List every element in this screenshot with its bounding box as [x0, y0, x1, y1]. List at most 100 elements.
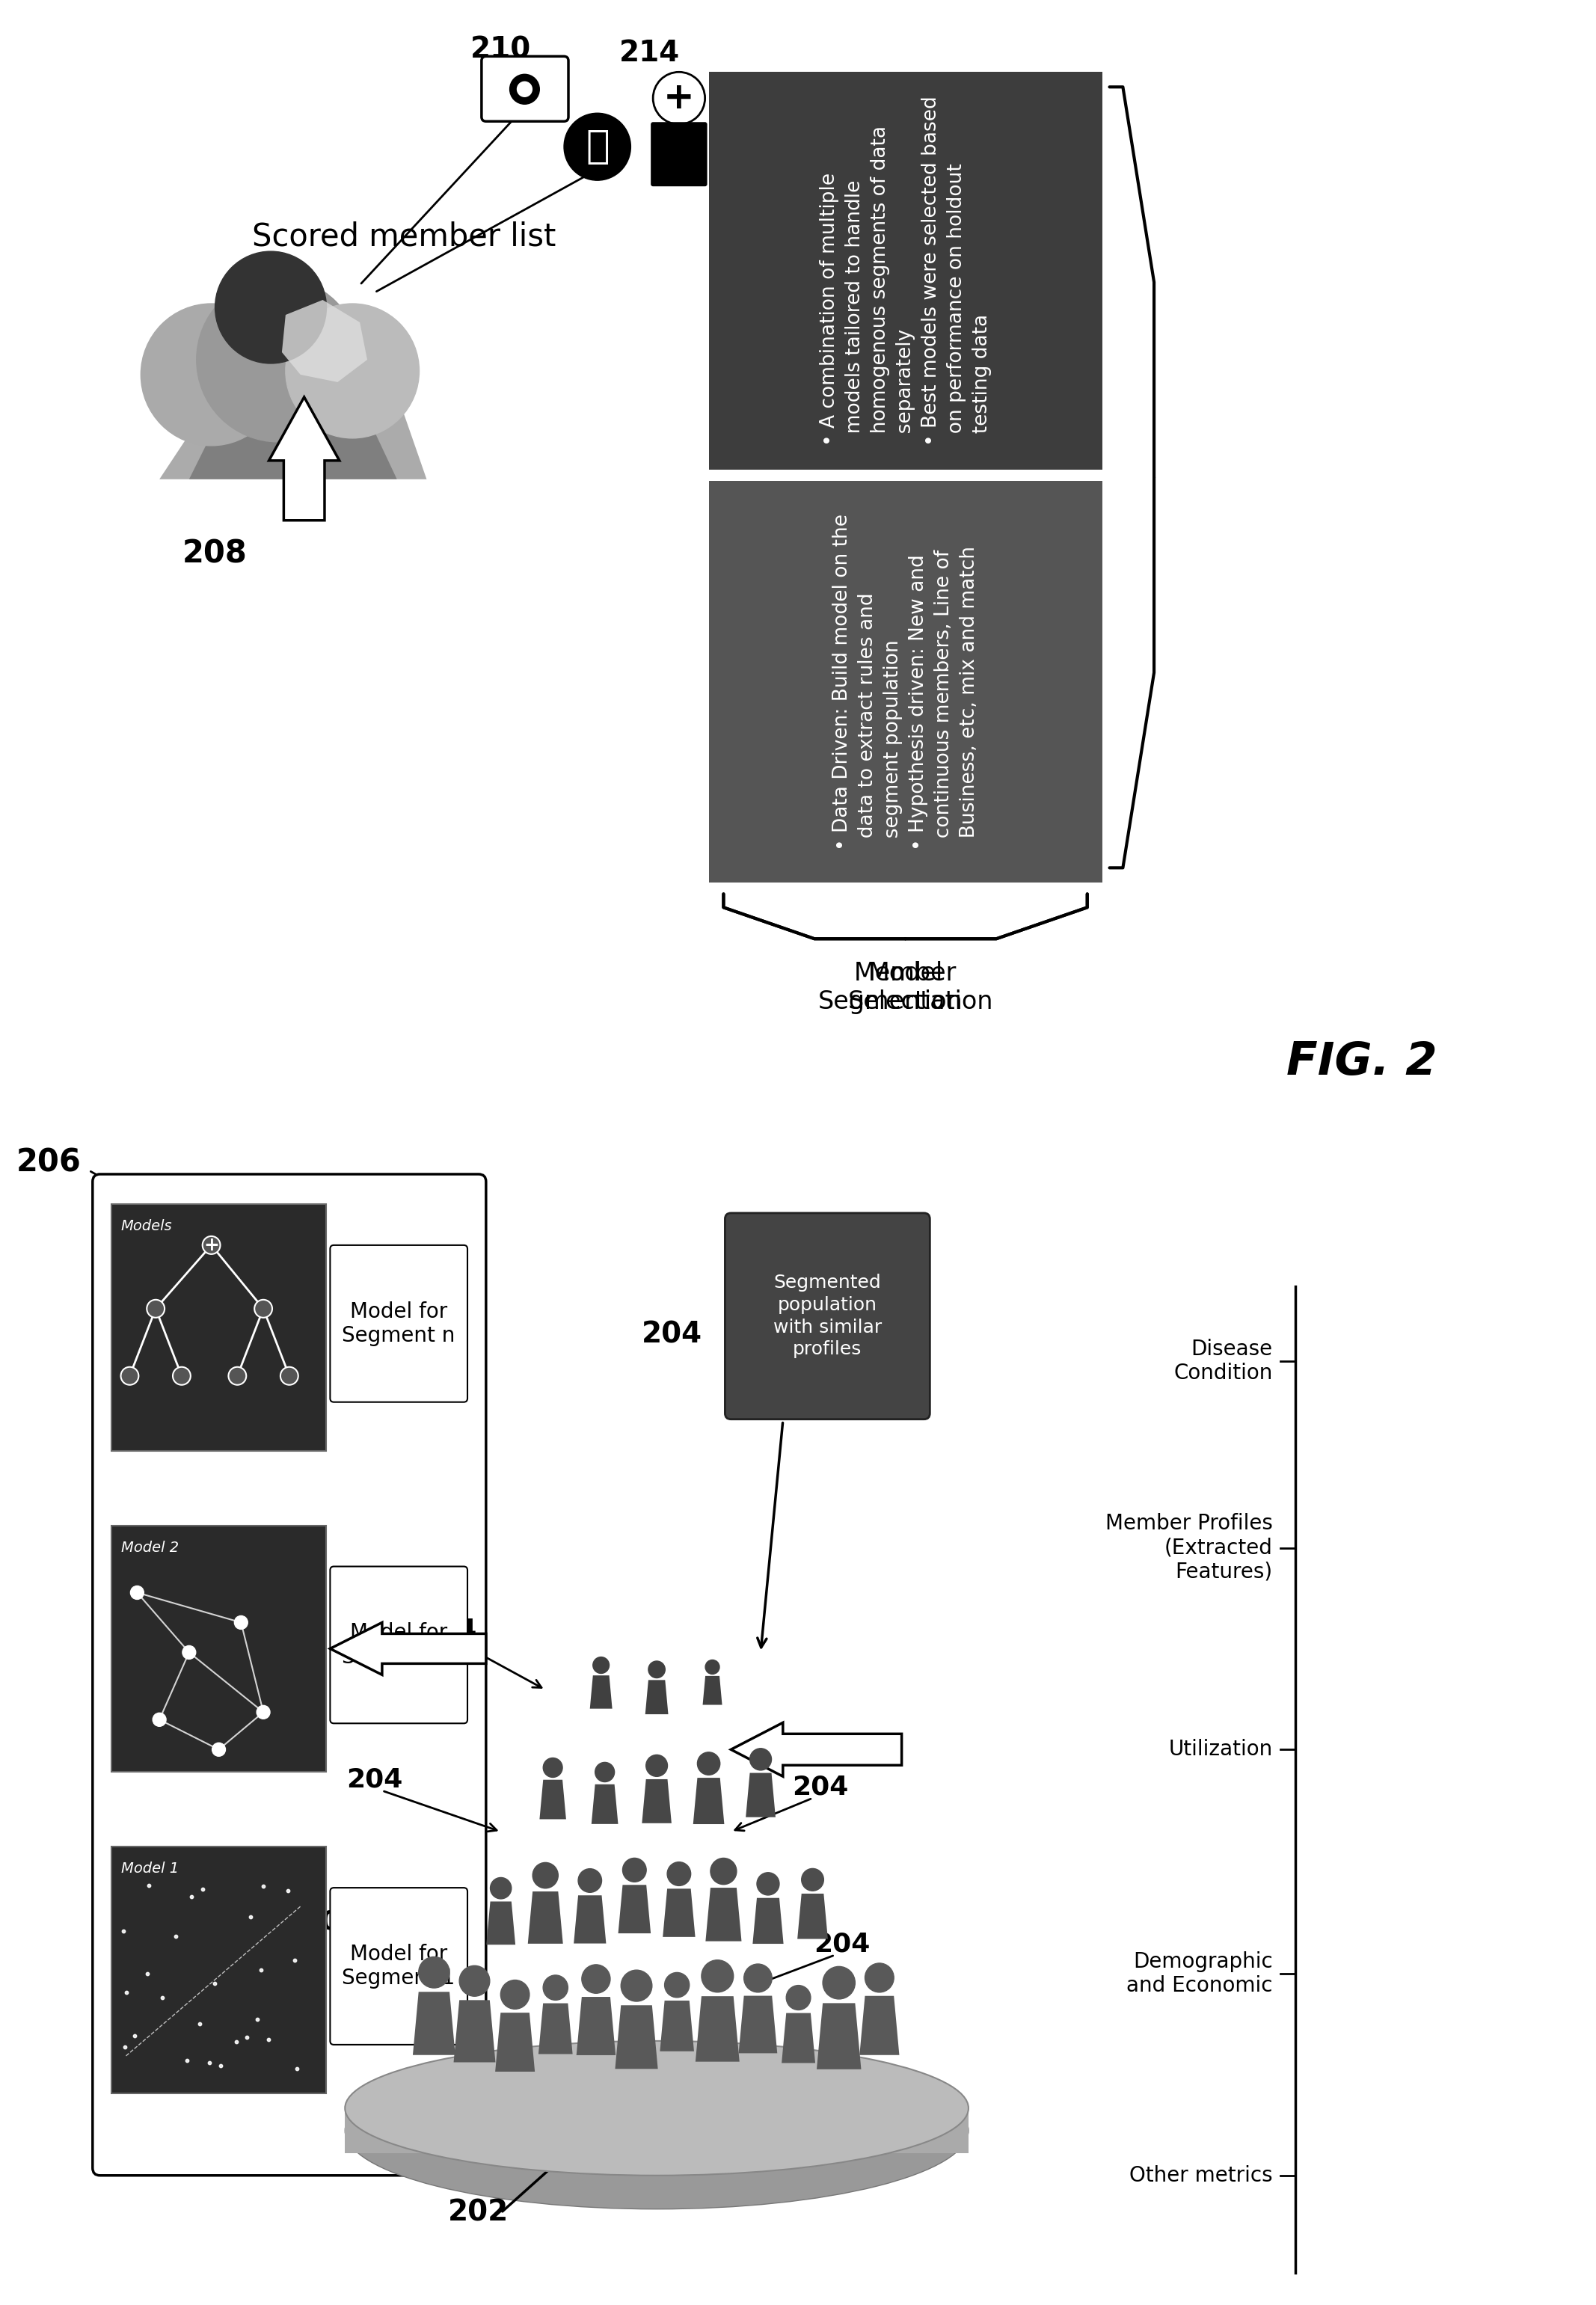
- Circle shape: [140, 304, 282, 445]
- Text: ✋: ✋: [586, 127, 610, 166]
- Circle shape: [563, 113, 630, 180]
- Circle shape: [543, 1975, 568, 2001]
- Circle shape: [228, 1367, 246, 1385]
- Circle shape: [667, 1862, 691, 1885]
- FancyBboxPatch shape: [112, 1846, 327, 2093]
- FancyBboxPatch shape: [725, 1212, 930, 1420]
- Polygon shape: [188, 337, 397, 479]
- Polygon shape: [702, 1676, 721, 1706]
- Text: Model for
Segment 2: Model for Segment 2: [342, 1623, 455, 1667]
- Circle shape: [750, 1749, 771, 1770]
- Polygon shape: [282, 300, 367, 383]
- Point: [123, 2017, 148, 2054]
- Text: 204: 204: [642, 1321, 702, 1348]
- Text: Segmented
population
with similar
profiles: Segmented population with similar profil…: [772, 1275, 881, 1358]
- Circle shape: [744, 1964, 772, 1992]
- FancyBboxPatch shape: [482, 55, 568, 122]
- Circle shape: [702, 1959, 734, 1992]
- Ellipse shape: [345, 2051, 969, 2208]
- Circle shape: [212, 1743, 225, 1756]
- Circle shape: [153, 1713, 166, 1726]
- Circle shape: [196, 277, 359, 443]
- Circle shape: [787, 1985, 811, 2010]
- Circle shape: [801, 1869, 824, 1890]
- Point: [255, 2021, 281, 2058]
- Point: [251, 1867, 276, 1904]
- Circle shape: [203, 1235, 220, 1254]
- Circle shape: [147, 1300, 164, 1318]
- Polygon shape: [731, 1722, 902, 1777]
- Text: Disease
Condition: Disease Condition: [1173, 1339, 1274, 1383]
- Text: Demographic
and Economic: Demographic and Economic: [1127, 1950, 1274, 1996]
- Text: Model
Selection: Model Selection: [847, 961, 962, 1014]
- Circle shape: [595, 1763, 614, 1782]
- Polygon shape: [662, 1888, 696, 1936]
- Circle shape: [533, 1862, 559, 1888]
- Circle shape: [281, 1367, 298, 1385]
- Polygon shape: [642, 1779, 672, 1823]
- Point: [244, 2001, 270, 2038]
- Point: [187, 2005, 212, 2042]
- Point: [275, 1872, 300, 1909]
- Polygon shape: [268, 396, 340, 521]
- FancyBboxPatch shape: [330, 1245, 468, 1401]
- Circle shape: [622, 1858, 646, 1881]
- Point: [136, 1867, 161, 1904]
- Polygon shape: [576, 1996, 616, 2056]
- Text: 208: 208: [182, 539, 247, 569]
- Point: [163, 1918, 188, 1955]
- Text: 202: 202: [448, 2199, 509, 2227]
- Circle shape: [865, 1964, 894, 1992]
- Text: 204: 204: [421, 1618, 477, 1643]
- FancyBboxPatch shape: [112, 1526, 327, 1773]
- FancyBboxPatch shape: [93, 1173, 487, 2176]
- Circle shape: [653, 71, 705, 124]
- Circle shape: [621, 1971, 653, 2001]
- FancyBboxPatch shape: [330, 1888, 468, 2045]
- Text: Scored member list: Scored member list: [252, 221, 557, 251]
- Circle shape: [824, 1966, 855, 1998]
- Circle shape: [254, 1300, 273, 1318]
- Circle shape: [509, 74, 539, 104]
- Circle shape: [215, 251, 327, 364]
- Text: Utilization: Utilization: [1168, 1738, 1274, 1761]
- Circle shape: [710, 1858, 737, 1885]
- Polygon shape: [693, 1777, 725, 1823]
- Polygon shape: [538, 2003, 573, 2054]
- Point: [112, 2028, 137, 2065]
- Text: 204: 204: [346, 1766, 402, 1791]
- Polygon shape: [614, 2005, 658, 2070]
- Circle shape: [697, 1752, 720, 1775]
- Circle shape: [664, 1973, 689, 1998]
- Text: Model 2: Model 2: [121, 1540, 179, 1554]
- Circle shape: [578, 1869, 602, 1892]
- Polygon shape: [330, 1623, 487, 1676]
- Point: [110, 1913, 136, 1950]
- Circle shape: [131, 1586, 144, 1600]
- Point: [174, 2042, 200, 2079]
- Polygon shape: [753, 1897, 784, 1943]
- Text: Other metrics: Other metrics: [1130, 2164, 1274, 2185]
- Point: [207, 2047, 233, 2084]
- Text: Member Profiles
(Extracted
Features): Member Profiles (Extracted Features): [1106, 1512, 1274, 1584]
- Point: [196, 2045, 222, 2081]
- Polygon shape: [495, 2012, 535, 2072]
- Polygon shape: [345, 2109, 969, 2153]
- Point: [113, 1973, 139, 2010]
- FancyBboxPatch shape: [709, 71, 1103, 470]
- Circle shape: [257, 1706, 270, 1720]
- Polygon shape: [696, 1996, 739, 2061]
- Polygon shape: [860, 1996, 899, 2056]
- Text: +: +: [664, 81, 694, 115]
- Circle shape: [182, 1646, 196, 1660]
- Polygon shape: [573, 1895, 606, 1943]
- Circle shape: [286, 304, 420, 438]
- Text: Model for
Segment 1: Model for Segment 1: [342, 1943, 455, 1989]
- Text: Member
Segmentation: Member Segmentation: [817, 961, 993, 1014]
- Polygon shape: [539, 1779, 567, 1819]
- Point: [238, 1897, 263, 1934]
- Text: Model 1: Model 1: [121, 1862, 179, 1876]
- Polygon shape: [782, 2012, 816, 2063]
- Text: • A combination of multiple
  models tailored to handle
  homogenous segments of: • A combination of multiple models tailo…: [819, 97, 991, 445]
- Polygon shape: [745, 1773, 776, 1816]
